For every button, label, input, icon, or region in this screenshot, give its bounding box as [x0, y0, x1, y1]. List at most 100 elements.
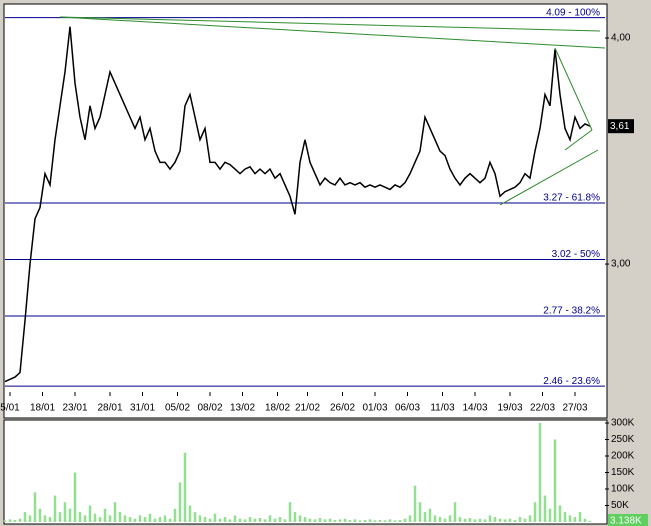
volume-bar: [428, 508, 432, 522]
x-tick-label: 5/01: [0, 403, 20, 414]
volume-bar: [13, 520, 17, 522]
volume-bar: [123, 515, 127, 522]
volume-bar: [313, 519, 317, 522]
trend-line: [564, 129, 593, 151]
trend-line: [499, 149, 599, 206]
volume-bar: [568, 515, 572, 522]
volume-bar: [403, 518, 407, 522]
volume-bar: [348, 520, 352, 522]
volume-bar: [223, 517, 227, 522]
volume-bar: [48, 517, 52, 522]
volume-bar: [168, 518, 172, 522]
last-value-label: 3.138K: [610, 516, 642, 526]
volume-bar: [18, 518, 22, 522]
volume-bar: [373, 520, 377, 522]
x-tick-label: 08/02: [197, 403, 222, 414]
volume-bar: [133, 518, 137, 522]
y-tick-label: 4,00: [611, 33, 631, 44]
volume-bar: [288, 502, 292, 522]
volume-bar: [28, 515, 32, 522]
volume-bar: [243, 519, 247, 522]
volume-bar: [418, 502, 422, 522]
volume-bar: [193, 512, 197, 522]
volume-bar: [338, 519, 342, 522]
fib-label: 3.02 - 50%: [552, 249, 600, 260]
x-tick-label: 18/02: [265, 403, 290, 414]
price-panel: [3, 3, 608, 419]
volume-bar: [8, 519, 12, 522]
volume-bar: [108, 515, 112, 522]
x-tick-label: 01/03: [362, 403, 387, 414]
volume-bar: [268, 515, 272, 522]
volume-bar: [343, 518, 347, 522]
volume-bar: [68, 508, 72, 522]
volume-bar: [388, 519, 392, 522]
volume-bar: [208, 518, 212, 522]
volume-bar: [378, 520, 382, 522]
volume-bar: [278, 517, 282, 522]
volume-bar: [508, 518, 512, 522]
y-tick-label: 200K: [611, 451, 635, 462]
x-tick-label: 31/01: [130, 403, 155, 414]
x-tick-label: 05/02: [165, 403, 190, 414]
volume-bar: [488, 515, 492, 522]
volume-bar: [478, 518, 482, 522]
x-tick-label: 18/01: [30, 403, 55, 414]
volume-bar: [98, 517, 102, 522]
volume-bar: [53, 495, 57, 522]
volume-bar: [513, 520, 517, 522]
volume-bar: [358, 520, 362, 522]
volume-bar: [308, 518, 312, 522]
volume-bar: [548, 508, 552, 522]
volume-bar: [153, 518, 157, 522]
y-tick-label: 50K: [611, 500, 629, 511]
volume-bar: [148, 513, 152, 522]
x-tick-label: 21/02: [295, 403, 320, 414]
volume-bar: [273, 518, 277, 522]
volume-bar: [3, 520, 7, 522]
fib-label: 3.27 - 61.8%: [543, 193, 600, 204]
volume-bar: [163, 515, 167, 522]
volume-bar: [298, 515, 302, 522]
volume-bar: [43, 515, 47, 522]
volume-bar: [63, 502, 67, 522]
x-tick-label: 28/01: [97, 403, 122, 414]
y-tick-label: 150K: [611, 467, 635, 478]
volume-bar: [178, 482, 182, 522]
volume-bar: [303, 517, 307, 522]
volume-bar: [188, 505, 192, 522]
volume-bar: [23, 512, 27, 522]
fib-label: 4.09 - 100%: [546, 7, 600, 18]
fib-label: 2.46 - 23.6%: [543, 376, 600, 387]
trend-lines: [59, 16, 606, 206]
volume-bar: [583, 518, 587, 522]
volume-bar: [103, 508, 107, 522]
volume-bar: [128, 517, 132, 522]
x-tick-label: 22/03: [530, 403, 555, 414]
volume-bar: [318, 518, 322, 522]
y-tick-label: 3,00: [611, 259, 631, 270]
volume-bar: [433, 515, 437, 522]
volume-bar: [293, 512, 297, 522]
volume-bar: [333, 520, 337, 522]
volume-bar: [238, 518, 242, 522]
y-tick-label: 250K: [611, 434, 635, 445]
volume-bar: [578, 512, 582, 522]
volume-bar: [393, 520, 397, 522]
volume-bar: [448, 515, 452, 522]
volume-bar: [218, 518, 222, 522]
volume-bar: [83, 515, 87, 522]
volume-bar: [588, 520, 592, 522]
volume-bar: [203, 517, 207, 522]
volume-bar: [33, 492, 37, 522]
volume-bar: [323, 519, 327, 522]
x-tick-label: 23/01: [62, 403, 87, 414]
volume-bar: [248, 517, 252, 522]
volume-bar: [198, 515, 202, 522]
volume-bar: [498, 518, 502, 522]
volume-bar: [398, 520, 402, 522]
volume-bar: [523, 518, 527, 522]
volume-bar: [283, 519, 287, 522]
